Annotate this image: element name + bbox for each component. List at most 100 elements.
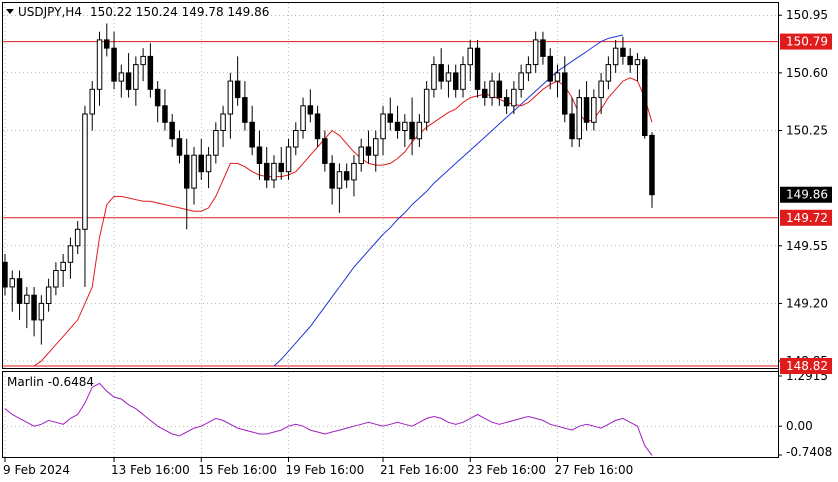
time-axis-ticks: 9 Feb 2024 13 Feb 16:00 15 Feb 16:00 19 Feb… — [3, 458, 633, 477]
candle — [336, 163, 343, 213]
candle — [24, 286, 30, 329]
candle-body — [60, 261, 66, 271]
candle-body — [169, 121, 175, 140]
candle-body — [460, 64, 466, 90]
candle — [525, 56, 532, 82]
last-price-tag-background — [780, 186, 832, 203]
price-tags: 150.79 149.72 148.82 149.86 — [780, 33, 832, 374]
last-price-tag: 149.86 — [786, 188, 828, 202]
indicator-tick-label: -0.7408 — [786, 445, 832, 459]
candle-body — [576, 97, 582, 140]
candle-body — [343, 171, 350, 181]
candle — [576, 89, 582, 147]
candle-body — [358, 146, 364, 164]
candle-body — [89, 88, 95, 115]
candle — [176, 130, 183, 164]
candle-body — [24, 294, 30, 304]
candle — [445, 64, 452, 98]
candle-body — [285, 146, 292, 173]
candle — [111, 31, 117, 90]
candle — [627, 48, 633, 73]
level-price-tag-background — [780, 33, 832, 50]
price-tick-label: 150.95 — [786, 8, 828, 22]
candle-body — [198, 154, 204, 173]
candle — [125, 53, 132, 98]
candle — [634, 53, 641, 82]
candle-body — [234, 80, 241, 99]
candle — [642, 56, 648, 139]
candle — [394, 105, 401, 139]
candle-body — [336, 171, 343, 189]
candle — [82, 105, 88, 287]
candle — [213, 122, 219, 164]
candle-body — [445, 72, 452, 82]
candle — [38, 295, 45, 345]
candle — [249, 105, 255, 156]
candle — [278, 146, 284, 180]
candle-body — [45, 286, 52, 304]
candle — [293, 122, 299, 156]
candle-body — [213, 130, 219, 156]
candle-body — [532, 39, 539, 66]
level-price-tag: 149.72 — [786, 211, 828, 225]
candle — [547, 48, 553, 90]
candle — [154, 81, 161, 123]
marlin-oscillator-line — [4, 382, 653, 456]
candle — [482, 81, 488, 106]
candle — [460, 56, 466, 98]
time-tick-label: 27 Feb 16:00 — [554, 463, 633, 477]
candles — [2, 23, 655, 345]
candle-body — [409, 121, 415, 140]
candle-body — [104, 39, 110, 49]
candle — [234, 56, 241, 106]
candle-body — [634, 59, 641, 66]
candle-body — [314, 113, 321, 140]
candle — [264, 146, 270, 189]
candle-body — [416, 121, 423, 140]
candle-body — [431, 64, 437, 90]
candle-body — [351, 162, 357, 181]
candle — [96, 31, 103, 106]
candle-body — [278, 162, 284, 173]
candle — [256, 130, 263, 180]
price-tick-label: 149.20 — [786, 296, 828, 310]
candle — [60, 254, 66, 287]
candle-body — [612, 47, 619, 66]
candle — [16, 270, 23, 320]
candle-body — [147, 55, 154, 90]
time-tick-label: 13 Feb 16:00 — [111, 463, 190, 477]
candle-body — [293, 130, 299, 148]
candle — [205, 146, 212, 189]
candle-body — [271, 162, 277, 181]
candle-body — [503, 97, 510, 107]
candle-body — [649, 134, 655, 196]
candle-body — [467, 47, 473, 66]
candle-body — [307, 105, 314, 115]
candle-body — [394, 121, 401, 132]
candle — [518, 64, 524, 98]
symbol-menu-arrow-icon[interactable] — [6, 9, 14, 14]
candle-body — [518, 72, 524, 90]
price-tick-label: 150.25 — [786, 124, 828, 138]
candle — [649, 132, 655, 208]
candle — [532, 31, 539, 73]
candle-body — [256, 146, 263, 164]
candle — [307, 89, 314, 123]
candle — [358, 138, 364, 172]
candle-body — [627, 55, 633, 66]
candle-body — [16, 278, 23, 304]
time-tick-label: 15 Feb 16:00 — [198, 463, 277, 477]
candle — [554, 64, 561, 98]
candle — [605, 56, 612, 90]
candle-body — [438, 64, 444, 82]
candle — [140, 48, 146, 82]
candle — [620, 36, 626, 65]
candle — [496, 72, 503, 106]
candle-body — [605, 64, 612, 82]
level-price-tag-background — [780, 358, 832, 374]
candle-body — [96, 39, 103, 90]
level-price-tag-background — [780, 209, 832, 226]
candle-body — [489, 80, 495, 99]
candle-body — [583, 97, 590, 123]
